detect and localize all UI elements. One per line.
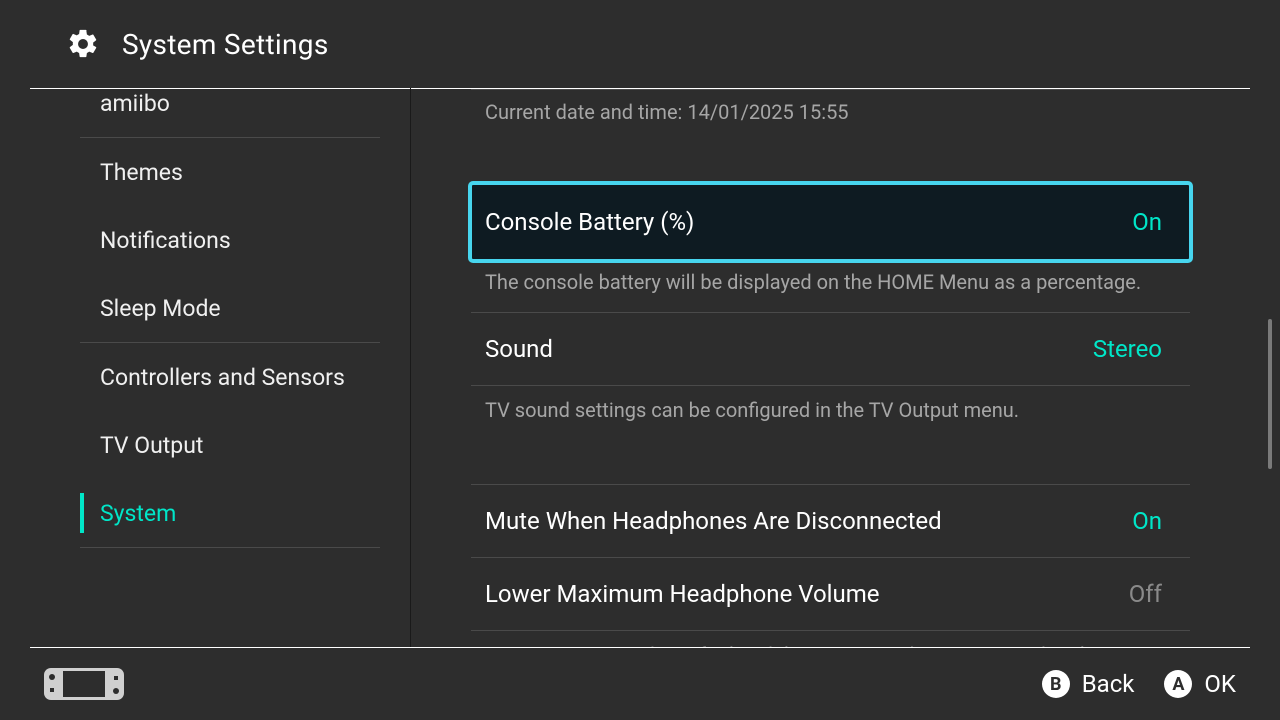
sidebar-item-label: Controllers and Sensors	[100, 364, 345, 391]
setting-label: Sound	[485, 335, 553, 363]
setting-description: TV sound settings can be configured in t…	[471, 386, 1190, 440]
ok-button[interactable]: A OK	[1164, 670, 1236, 698]
header: System Settings	[0, 0, 1280, 88]
sidebar-item-label: System	[100, 500, 176, 527]
sidebar-item-label: Notifications	[100, 227, 231, 254]
setting-value: Stereo	[1093, 335, 1162, 363]
setting-label: Console Battery (%)	[485, 208, 694, 236]
sidebar-item-notifications[interactable]: Notifications	[0, 206, 410, 274]
setting-label: Lower Maximum Headphone Volume	[485, 580, 880, 608]
page-title: System Settings	[122, 28, 329, 61]
setting-lower-max-volume[interactable]: Lower Maximum Headphone Volume Off	[471, 558, 1190, 630]
a-button-icon: A	[1164, 670, 1192, 698]
sidebar-divider	[80, 547, 380, 548]
ok-label: OK	[1204, 670, 1236, 698]
back-label: Back	[1082, 670, 1135, 698]
setting-description: The console battery will be displayed on…	[471, 258, 1190, 312]
sidebar-item-label: TV Output	[100, 432, 203, 459]
setting-label: Mute When Headphones Are Disconnected	[485, 507, 942, 535]
setting-console-battery[interactable]: Console Battery (%) On	[471, 184, 1190, 260]
sidebar-item-label: Themes	[100, 159, 183, 186]
setting-mute-headphones[interactable]: Mute When Headphones Are Disconnected On	[471, 485, 1190, 557]
datetime-info: Current date and time: 14/01/2025 15:55	[471, 90, 1190, 142]
back-button[interactable]: B Back	[1042, 670, 1135, 698]
sidebar-item-system[interactable]: System	[0, 479, 410, 547]
controller-icon[interactable]	[44, 668, 124, 700]
setting-sound[interactable]: Sound Stereo	[471, 313, 1190, 385]
sidebar: amiibo Themes Notifications Sleep Mode C…	[0, 89, 410, 647]
setting-value: On	[1132, 208, 1162, 236]
setting-value: On	[1132, 507, 1162, 535]
sidebar-item-label: amiibo	[100, 90, 170, 117]
scrollbar[interactable]	[1268, 319, 1272, 469]
sidebar-item-tv-output[interactable]: TV Output	[0, 411, 410, 479]
b-button-icon: B	[1042, 670, 1070, 698]
setting-description: Set a maximum volume for headphones or s…	[471, 631, 1190, 647]
sidebar-item-label: Sleep Mode	[100, 295, 221, 322]
footer: B Back A OK	[0, 648, 1280, 720]
sidebar-item-controllers[interactable]: Controllers and Sensors	[0, 343, 410, 411]
setting-value: Off	[1129, 580, 1162, 608]
sidebar-item-amiibo[interactable]: amiibo	[0, 89, 410, 137]
sidebar-item-themes[interactable]: Themes	[0, 138, 410, 206]
content-area: Current date and time: 14/01/2025 15:55 …	[411, 89, 1280, 647]
sidebar-item-sleep-mode[interactable]: Sleep Mode	[0, 274, 410, 342]
gear-icon	[66, 27, 100, 61]
